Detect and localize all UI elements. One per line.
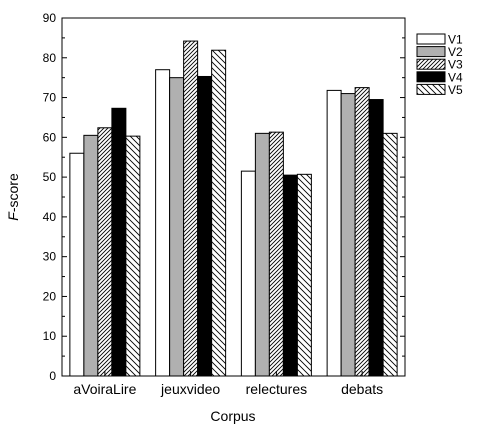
bar-v3: [354, 87, 370, 377]
bar-v4: [282, 174, 298, 377]
y-tick-label: 40: [43, 210, 57, 224]
legend-label-v5: V5: [448, 83, 463, 97]
legend-label-v4: V4: [448, 70, 463, 84]
y-axis-title-rest: -score: [5, 173, 21, 212]
bar-v2: [83, 134, 99, 377]
bar-v1: [69, 152, 85, 377]
bar-v2: [340, 93, 356, 377]
y-tick-label: 70: [43, 91, 57, 105]
y-axis-title: F-score: [5, 173, 21, 221]
legend-swatch-v3: [416, 58, 446, 70]
bar-v5: [296, 173, 312, 377]
legend-label-v1: V1: [448, 33, 463, 47]
bars: [69, 40, 398, 377]
x-tick-label: aVoiraLire: [73, 381, 136, 397]
x-axis: aVoiraLire jeuxvideo relectures debats: [73, 371, 383, 397]
y-axis-title-italic: F: [5, 211, 21, 221]
bar-v5: [211, 49, 227, 377]
y-tick-label: 80: [43, 51, 57, 65]
bar-v2: [254, 132, 270, 377]
legend-swatch-v4: [416, 71, 446, 83]
bar-v1: [326, 89, 342, 377]
x-axis-title: Corpus: [210, 408, 255, 424]
bar-v3: [183, 40, 199, 377]
bar-v4: [111, 107, 127, 377]
y-tick-label: 20: [43, 289, 57, 303]
bar-v1: [155, 69, 171, 377]
y-tick-label: 0: [49, 369, 56, 383]
y-tick-label: 50: [43, 170, 57, 184]
y-tick-label: 90: [43, 11, 57, 25]
legend-swatch-v1: [416, 33, 446, 45]
legend-swatch-v5: [416, 83, 446, 95]
y-tick-label: 30: [43, 250, 57, 264]
bar-v3: [97, 127, 113, 377]
bar-v2: [169, 77, 185, 377]
legend-swatch-v2: [416, 46, 446, 58]
y-axis: 0 10 20 30 40 50 60 70 80 90: [43, 11, 405, 383]
y-tick-label: 60: [43, 130, 57, 144]
bar-v1: [240, 170, 256, 377]
bar-v5: [382, 132, 398, 377]
bar-v4: [197, 75, 213, 377]
bar-v5: [125, 135, 141, 377]
legend-label-v3: V3: [448, 58, 463, 72]
bar-v4: [368, 99, 384, 377]
x-tick-label: relectures: [246, 381, 307, 397]
bar-v3: [268, 131, 284, 377]
y-tick-label: 10: [43, 329, 57, 343]
legend-label-v2: V2: [448, 45, 463, 59]
x-tick-label: jeuxvideo: [160, 381, 220, 397]
x-tick-label: debats: [341, 381, 383, 397]
